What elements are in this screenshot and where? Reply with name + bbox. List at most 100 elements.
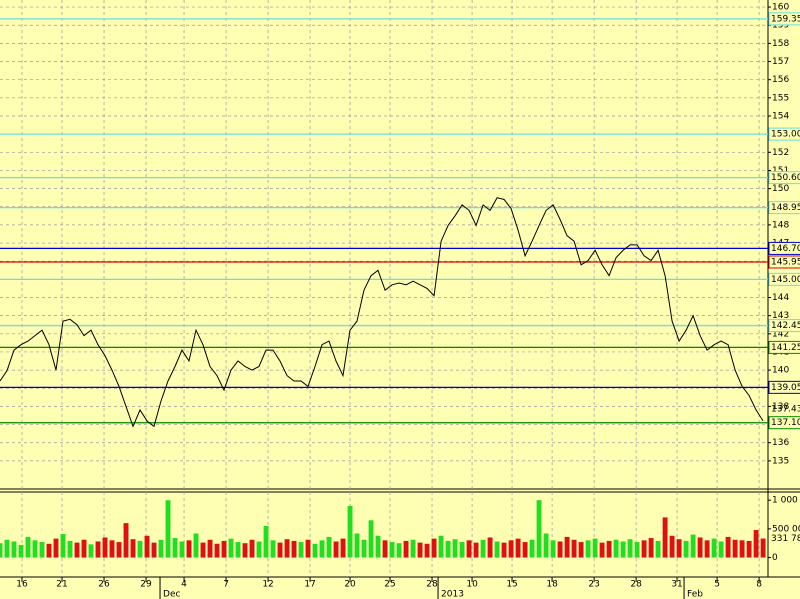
- volume-bar: [697, 537, 703, 558]
- volume-bar: [333, 541, 339, 558]
- level-label-box: [768, 241, 800, 255]
- volume-bar: [438, 535, 444, 558]
- volume-bar: [256, 541, 262, 558]
- volume-bar: [39, 542, 45, 558]
- volume-bar: [32, 540, 38, 558]
- volume-bar: [102, 537, 108, 558]
- volume-bar: [354, 533, 360, 558]
- x-tick-label: 8: [756, 580, 762, 590]
- x-tick-label: 5: [714, 580, 720, 590]
- volume-bar: [459, 542, 465, 558]
- volume-bar: [172, 538, 178, 558]
- level-label: 159.3509: [771, 14, 800, 24]
- volume-bar: [347, 505, 353, 558]
- volume-bar: [403, 540, 409, 558]
- volume-bar: [592, 538, 598, 558]
- volume-bar: [193, 533, 199, 558]
- x-tick-label: 31: [671, 580, 682, 590]
- volume-bar: [277, 542, 283, 558]
- price-line: [0, 197, 764, 428]
- y-tick-label: 155: [772, 93, 789, 103]
- volume-bar: [662, 517, 668, 558]
- level-label: 139.050: [771, 383, 800, 393]
- volume-bar: [641, 540, 647, 558]
- level-label-box: [768, 127, 800, 141]
- level-label-box: [768, 201, 800, 215]
- y-tick-label: 154: [772, 111, 789, 121]
- level-label: 137.1018: [771, 418, 800, 428]
- volume-bar: [648, 538, 654, 558]
- volume-bar: [634, 542, 640, 558]
- y-tick-label: 150: [772, 184, 789, 194]
- volume-bar: [130, 539, 136, 558]
- y-tick-label: 151: [772, 166, 789, 176]
- volume-bar: [739, 540, 745, 558]
- volume-bar: [249, 539, 255, 558]
- x-tick-label: 20: [344, 580, 356, 590]
- volume-bar: [221, 540, 227, 558]
- volume-bar: [627, 539, 633, 558]
- volume-bar: [123, 523, 129, 558]
- x-tick-label: 4: [181, 580, 187, 590]
- volume-bar: [753, 530, 759, 558]
- volume-bar: [137, 540, 143, 558]
- month-label: Dec: [163, 590, 180, 599]
- level-label-box: [768, 12, 800, 26]
- level-label: 146.705: [771, 244, 800, 254]
- x-tick-label: 25: [384, 580, 395, 590]
- x-tick-label: 29: [140, 580, 152, 590]
- volume-bar: [445, 540, 451, 558]
- level-label: 150.6045: [771, 173, 800, 183]
- volume-bar: [529, 539, 535, 558]
- volume-bar: [53, 538, 59, 558]
- volume-bar: [585, 540, 591, 558]
- volume-bar: [88, 544, 94, 558]
- y-tick-label: 500 000: [772, 524, 800, 534]
- volume-bar: [284, 539, 290, 558]
- volume-bar: [711, 538, 717, 558]
- y-tick-label: 0: [772, 553, 778, 563]
- y-tick-label: 135: [772, 456, 789, 466]
- volume-bar: [263, 526, 269, 558]
- volume-bar: [599, 542, 605, 558]
- volume-bar: [725, 536, 731, 558]
- level-label-box: [768, 272, 800, 286]
- volume-bar: [228, 538, 234, 558]
- volume-bar: [564, 536, 570, 558]
- volume-bar: [410, 539, 416, 558]
- volume-bar: [746, 540, 752, 558]
- volume-bar: [0, 543, 3, 558]
- volume-bar: [718, 541, 724, 558]
- volume-bar: [74, 542, 80, 558]
- x-tick-label: 16: [16, 580, 28, 590]
- volume-bar: [543, 533, 549, 558]
- x-tick-label: 18: [546, 580, 558, 590]
- volume-bar: [683, 540, 689, 558]
- volume-bar: [319, 540, 325, 558]
- y-tick-label: 158: [772, 39, 789, 49]
- x-tick-label: 26: [98, 580, 110, 590]
- volume-bar: [557, 541, 563, 558]
- volume-bar: [368, 520, 374, 558]
- level-label-box: [768, 255, 800, 269]
- volume-bar: [151, 542, 157, 558]
- volume-bar: [704, 540, 710, 558]
- volume-bar: [46, 543, 52, 558]
- volume-bar: [690, 534, 696, 558]
- level-label: 145.956: [771, 257, 800, 267]
- volume-bar: [375, 535, 381, 558]
- y-tick-label: 142: [772, 329, 789, 339]
- volume-bar: [571, 539, 577, 558]
- volume-bar: [305, 539, 311, 558]
- volume-bar: [207, 539, 213, 558]
- level-label-box: [768, 171, 800, 185]
- volume-bar: [200, 542, 206, 558]
- y-tick-label: 156: [772, 75, 789, 85]
- volume-bar: [158, 539, 164, 558]
- volume-bar: [613, 539, 619, 558]
- y-tick-label: 136: [772, 438, 789, 448]
- level-label: 153.0023: [771, 130, 800, 140]
- volume-bar: [382, 540, 388, 558]
- x-tick-label: 23: [588, 580, 599, 590]
